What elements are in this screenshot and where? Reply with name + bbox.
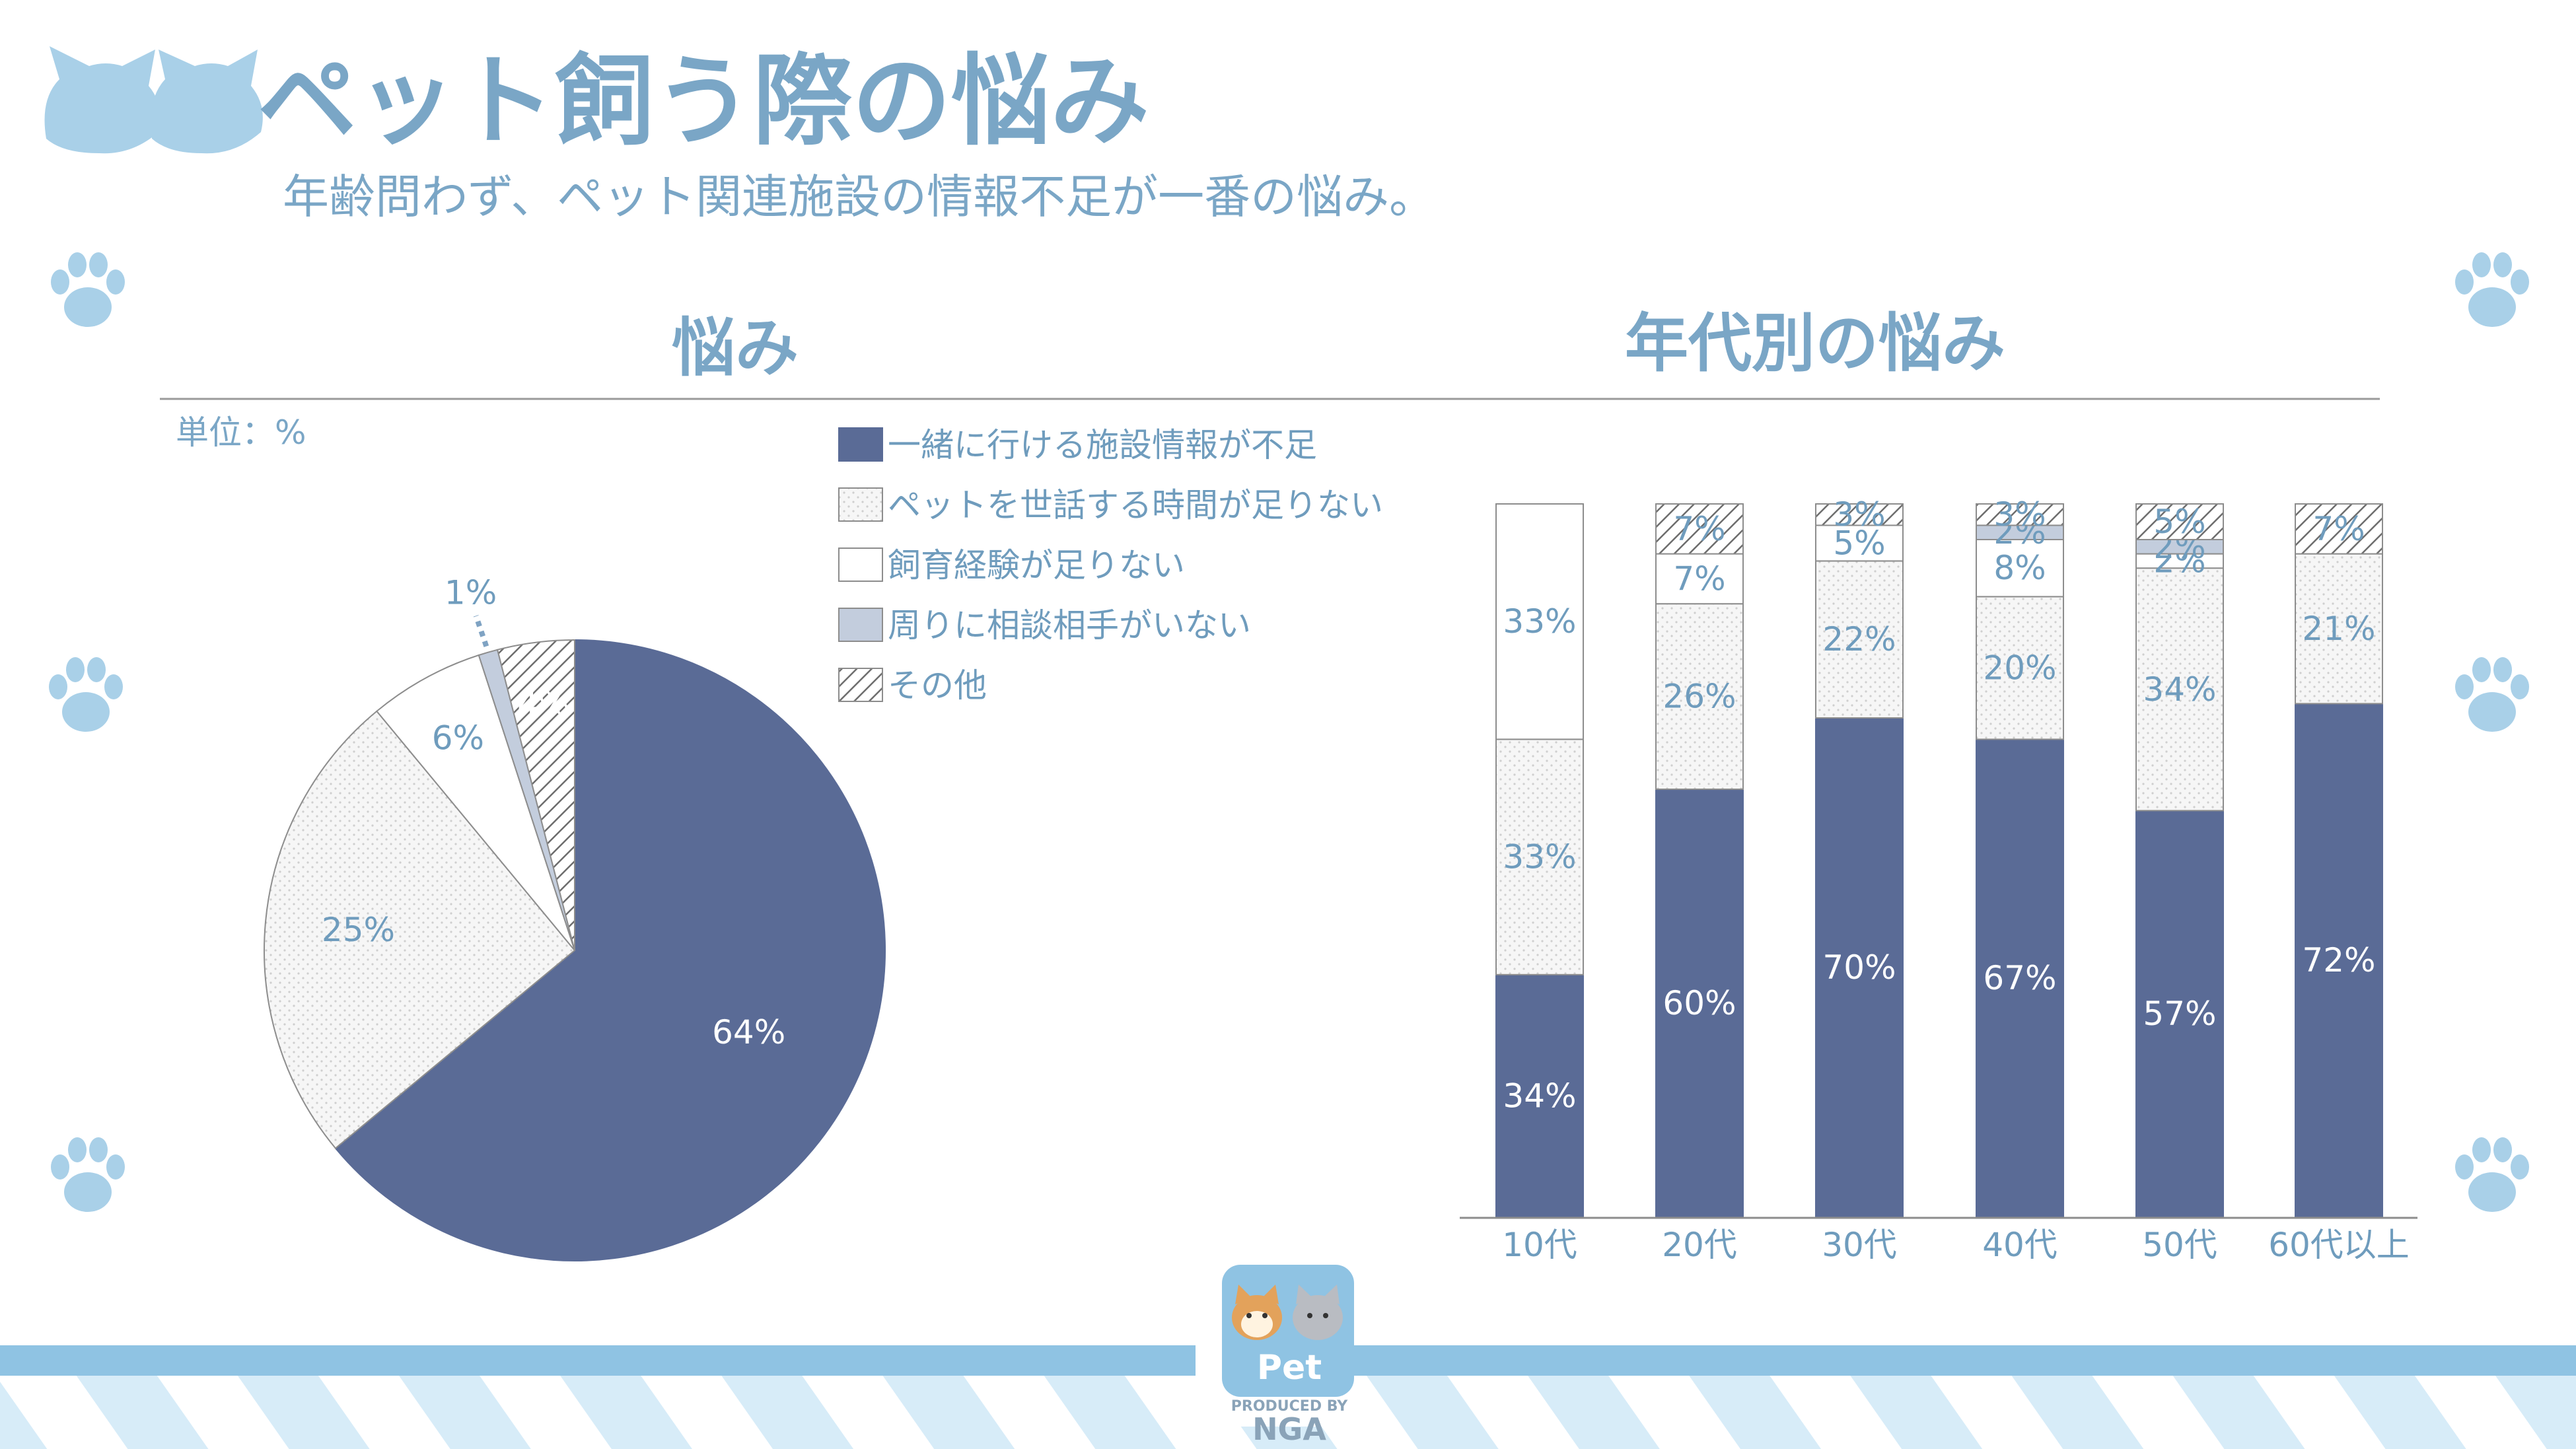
pie-slice xyxy=(496,639,575,951)
bar-data-label: 7% xyxy=(1673,510,1725,548)
x-tick-label: 30代 xyxy=(1822,1226,1897,1264)
paw-icon xyxy=(2455,657,2529,732)
bar-segment xyxy=(1495,973,1584,1219)
bar-segment xyxy=(1655,553,1744,605)
bar-data-label: 5% xyxy=(2153,503,2205,541)
page-title: ペット飼う際の悩み xyxy=(258,44,1149,159)
bar-segment xyxy=(1976,738,2064,1218)
bar-segment xyxy=(1495,738,1584,975)
x-tick-label: 20代 xyxy=(1662,1226,1737,1264)
bar-segment xyxy=(1815,560,1904,719)
logo-brand: NGA xyxy=(1252,1411,1326,1447)
legend-swatch xyxy=(838,548,883,582)
pie-chart: 64% 25% 6% 1% 4% xyxy=(264,573,886,1261)
pie-slice xyxy=(334,639,886,1261)
logo-label: Pet xyxy=(1257,1348,1322,1388)
pie-data-label: 1% xyxy=(445,573,497,612)
bar-data-label: 7% xyxy=(2312,510,2365,548)
stacked-bar-chart: 34%33%33%10代60%26%7%7%20代70%22%5%3%30代67… xyxy=(1460,495,2417,1264)
paw-icon xyxy=(49,657,123,732)
pie-data-label: 64% xyxy=(712,1013,785,1051)
paw-icon xyxy=(51,252,125,327)
paw-icon xyxy=(51,1137,125,1212)
bar-data-label: 20% xyxy=(1983,649,2056,687)
paw-icon xyxy=(2455,1137,2529,1212)
pie-slice xyxy=(375,654,575,951)
chart-legend: 一緒に行ける施設情報が不足ペットを世話する時間が足りない飼育経験が足りない周りに… xyxy=(838,426,1383,705)
pet-logo-icon: Pet PRODUCED BY NGA xyxy=(1196,1255,1354,1447)
bar-data-label: 5% xyxy=(1833,524,1885,562)
bar-segment xyxy=(2135,503,2224,540)
bar-segment xyxy=(2295,703,2383,1218)
paw-icon xyxy=(2455,252,2529,327)
legend-swatch xyxy=(838,668,883,702)
x-tick-label: 60代以上 xyxy=(2268,1226,2410,1264)
bar-segment xyxy=(1655,503,1744,555)
bar-chart-title: 年代別の悩み xyxy=(1625,306,2005,380)
bar-segment xyxy=(1976,503,2064,526)
cat-heads-icon xyxy=(44,46,263,154)
bar-segment xyxy=(1976,596,2064,740)
bar-segment xyxy=(2135,567,2224,812)
legend-label: 周りに相談相手がいない xyxy=(888,606,1251,645)
pie-data-label: 4% xyxy=(517,685,569,723)
bar-data-label: 70% xyxy=(1822,948,1896,987)
bar-segment xyxy=(2135,810,2224,1218)
bar-segment xyxy=(1655,603,1744,790)
page-subtitle: 年齢問わず、ペット関連施設の情報不足が一番の悩み。 xyxy=(283,170,1435,224)
bar-segment xyxy=(1495,503,1584,740)
bar-segment xyxy=(2295,553,2383,705)
pie-chart-title: 悩み xyxy=(672,311,799,385)
bar-segment xyxy=(2295,503,2383,555)
logo-produced-by: PRODUCED BY xyxy=(1231,1398,1349,1415)
bar-data-label: 22% xyxy=(1822,620,1896,658)
bar-data-label: 72% xyxy=(2302,941,2375,979)
pie-data-label: 25% xyxy=(322,911,395,949)
x-tick-label: 10代 xyxy=(1502,1226,1577,1264)
bar-data-label: 34% xyxy=(1503,1077,1576,1115)
bar-segment xyxy=(1815,524,1904,562)
bar-data-label: 57% xyxy=(2143,995,2216,1033)
bar-data-label: 26% xyxy=(1663,678,1736,716)
unit-label: 単位：% xyxy=(176,413,306,452)
legend-swatch xyxy=(838,608,883,642)
bar-data-label: 67% xyxy=(1983,959,2056,997)
x-tick-label: 40代 xyxy=(1982,1226,2057,1264)
bar-data-label: 21% xyxy=(2302,610,2375,648)
bar-data-label: 33% xyxy=(1503,838,1576,876)
bar-data-label: 60% xyxy=(1663,984,1736,1022)
bar-data-label: 8% xyxy=(1993,549,2046,587)
legend-label: 一緒に行ける施設情報が不足 xyxy=(888,426,1317,464)
bar-segment xyxy=(1815,503,1904,526)
x-tick-label: 50代 xyxy=(2142,1226,2217,1264)
legend-swatch xyxy=(838,427,883,462)
pie-data-label: 6% xyxy=(432,719,484,758)
legend-label: その他 xyxy=(888,666,987,705)
bar-segment xyxy=(1976,539,2064,598)
bar-data-label: 7% xyxy=(1673,559,1725,598)
legend-label: 飼育経験が足りない xyxy=(888,546,1185,584)
bar-data-label: 33% xyxy=(1503,602,1576,641)
bar-segment xyxy=(1815,717,1904,1218)
bar-data-label: 3% xyxy=(1833,495,1885,534)
bar-data-label: 3% xyxy=(1993,495,2046,534)
legend-swatch xyxy=(838,487,883,522)
pie-slice xyxy=(264,710,576,1150)
pie-leader-line xyxy=(473,615,489,647)
bar-data-label: 34% xyxy=(2143,670,2216,709)
legend-label: ペットを世話する時間が足りない xyxy=(888,486,1383,524)
